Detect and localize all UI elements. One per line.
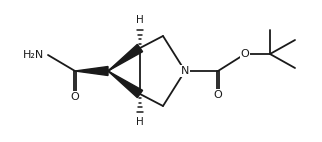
Text: N: N xyxy=(181,66,189,76)
Polygon shape xyxy=(108,71,143,98)
Text: H: H xyxy=(136,117,144,127)
Text: H₂N: H₂N xyxy=(23,50,44,60)
Polygon shape xyxy=(108,48,140,71)
Text: O: O xyxy=(213,90,223,100)
Text: O: O xyxy=(241,49,249,59)
Polygon shape xyxy=(108,44,143,71)
Polygon shape xyxy=(75,66,108,76)
Text: O: O xyxy=(71,92,80,102)
Text: H: H xyxy=(136,15,144,25)
